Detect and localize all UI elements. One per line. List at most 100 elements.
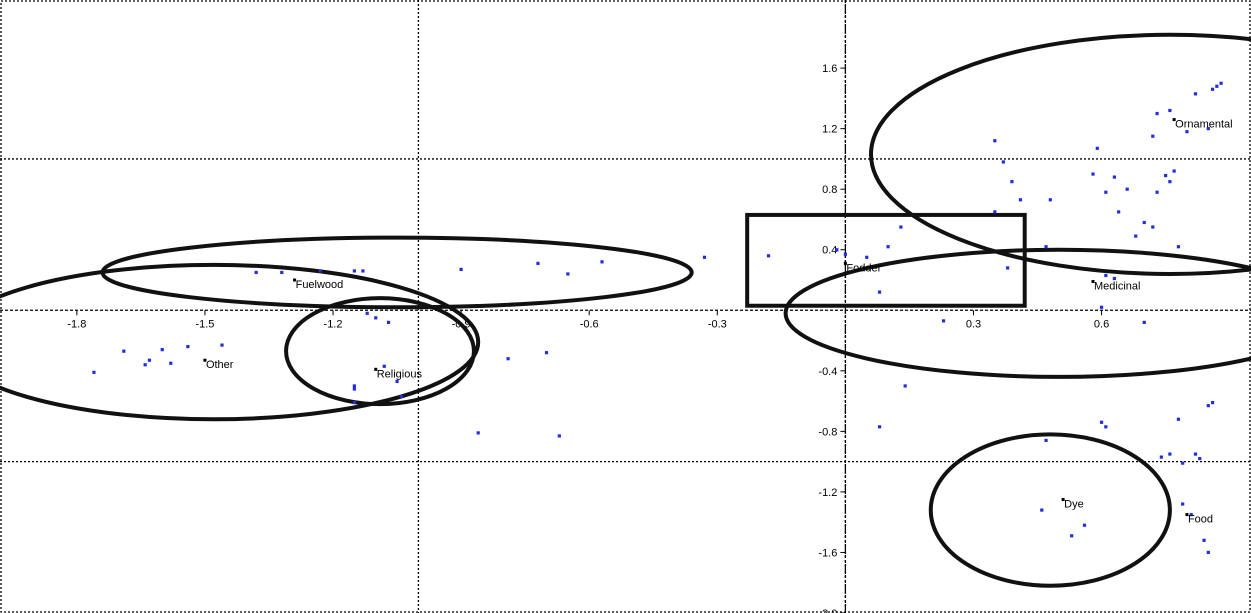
species-point [1202, 538, 1206, 542]
species-point [399, 394, 403, 399]
species-point [386, 320, 391, 324]
species-point [1001, 160, 1005, 164]
x-tick-label: 0.6 [1094, 318, 1109, 330]
species-point [459, 267, 463, 272]
y-tick-label: 1.2 [822, 124, 837, 136]
x-tick-label: -0.3 [708, 318, 727, 330]
species-point [382, 364, 386, 368]
species-point [254, 270, 258, 275]
species-point [352, 401, 356, 405]
y-tick-label: -1.2 [818, 487, 837, 499]
species-point [1198, 457, 1202, 461]
species-point [1117, 210, 1121, 214]
species-point [1189, 513, 1193, 517]
species-point [1104, 190, 1108, 194]
species-point [899, 225, 903, 229]
species-point [143, 363, 147, 367]
species-point [1193, 452, 1198, 456]
species-point [1112, 175, 1116, 179]
species-point [1142, 320, 1146, 324]
species-point [280, 270, 284, 275]
species-point [1082, 523, 1087, 527]
species-point [169, 361, 173, 365]
group-ellipse-ornamental [869, 32, 1251, 276]
species-point [1159, 455, 1163, 459]
species-point [220, 343, 224, 347]
species-point [1185, 130, 1189, 134]
species-point [1125, 187, 1129, 191]
species-point [993, 139, 997, 143]
category-point-ornamental [1172, 118, 1176, 122]
x-tick-label: -1.5 [195, 318, 214, 330]
species-point [1193, 92, 1198, 96]
species-point [1215, 84, 1219, 88]
category-label-religious: Religious [377, 368, 423, 380]
species-point [1210, 87, 1215, 91]
species-point [1164, 173, 1168, 178]
species-point [1018, 198, 1023, 202]
species-point [566, 272, 570, 276]
species-point [1168, 180, 1172, 184]
species-point [1206, 404, 1210, 408]
group-ellipse-fuelwood [100, 235, 694, 310]
species-point [1070, 534, 1074, 538]
x-tick-label: -1.2 [324, 318, 343, 330]
species-point [147, 358, 152, 362]
species-point [557, 434, 561, 438]
y-tick-label: -0.8 [818, 426, 837, 438]
species-point [877, 425, 882, 429]
category-point-food [1185, 513, 1189, 517]
species-point [186, 345, 190, 349]
species-point [536, 261, 540, 265]
species-point [352, 387, 356, 391]
species-point [843, 252, 847, 256]
category-label-dye: Dye [1064, 498, 1084, 510]
species-point [1206, 127, 1210, 131]
category-label-ornamental: Ornamental [1175, 119, 1232, 131]
species-point [1181, 461, 1185, 465]
y-tick-label: -1.6 [818, 547, 837, 559]
species-point [361, 269, 365, 273]
species-point [1006, 266, 1010, 270]
x-tick-label: 0.3 [966, 318, 981, 330]
species-point [476, 431, 480, 435]
group-ellipse-medicinal [783, 247, 1251, 379]
species-point [903, 384, 907, 388]
species-point [1168, 108, 1172, 113]
species-point [835, 248, 839, 252]
category-label-medicinal: Medicinal [1094, 281, 1140, 293]
species-point [544, 351, 549, 355]
category-label-fodder: Fodder [846, 262, 881, 274]
species-point [1044, 245, 1048, 249]
group-ellipse-other [0, 262, 481, 422]
species-point [1219, 81, 1223, 85]
x-axis-ticks: -1.8 -1.5 -1.2 -0.9 -0.6 -0.3 0.3 0.6 [67, 310, 1109, 330]
category-markers: Other Fuelwood Religious Fodder Medicinal Orn… [203, 118, 1233, 526]
species-point [1151, 134, 1155, 138]
group-ellipse-dye [928, 432, 1172, 588]
species-point [92, 370, 96, 374]
species-point [1134, 234, 1138, 238]
species-point [395, 379, 399, 384]
species-point [1176, 417, 1181, 421]
category-label-other: Other [206, 359, 234, 371]
species-point [506, 357, 510, 361]
species-point [1044, 438, 1048, 443]
y-tick-label: 1.6 [822, 63, 837, 75]
species-point [1010, 180, 1014, 184]
species-point [1181, 502, 1185, 506]
species-point [865, 255, 869, 259]
species-point [160, 348, 164, 352]
species-point [122, 349, 126, 353]
species-point [1091, 172, 1095, 176]
species-point [1104, 273, 1108, 278]
species-point [1104, 425, 1108, 429]
species-point [702, 255, 707, 259]
y-tick-label: 0.8 [822, 184, 837, 196]
category-point-other [203, 358, 207, 362]
group-ellipse-religious [284, 296, 476, 407]
x-tick-label: -1.8 [67, 318, 86, 330]
